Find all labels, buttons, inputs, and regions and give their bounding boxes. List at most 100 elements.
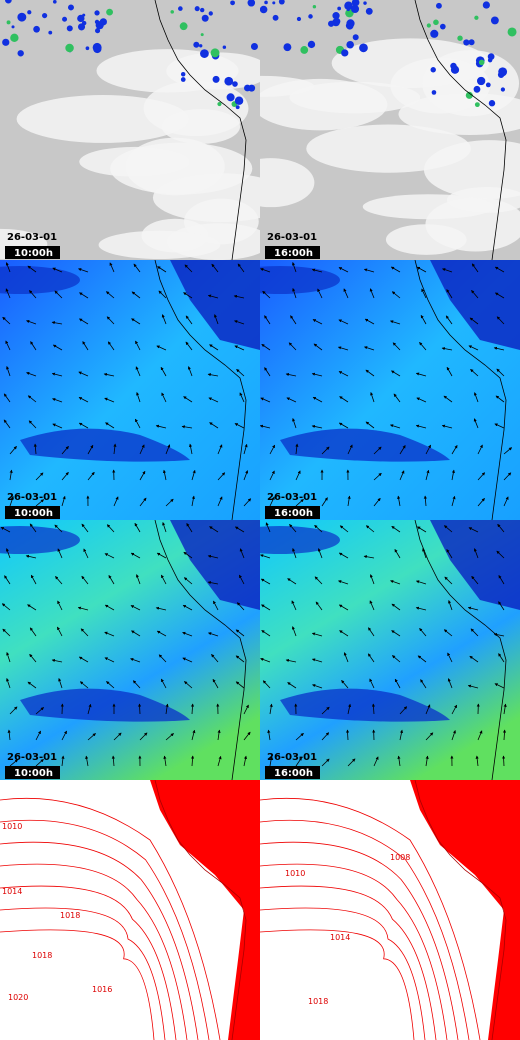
precip [62, 16, 68, 22]
wind-arrow [237, 263, 245, 273]
coastline [414, 780, 507, 1040]
precip [363, 1, 367, 5]
wind-arrow [207, 373, 219, 377]
wind-arrow [158, 290, 167, 299]
wind-arrow [448, 600, 453, 611]
wind-arrow [394, 548, 401, 559]
precip [234, 96, 244, 105]
precip [67, 4, 74, 11]
wind-arrow [399, 729, 404, 741]
precip [81, 20, 87, 26]
wind-arrow [26, 320, 37, 325]
wind-arrow [77, 606, 89, 611]
isobar-label: 1016 [92, 985, 112, 994]
wind-arrow [477, 498, 485, 507]
precip [465, 91, 473, 99]
wind-arrow [4, 575, 11, 585]
precip [250, 42, 258, 51]
wind-arrow [27, 604, 37, 611]
wind-arrow [471, 290, 479, 299]
wind-arrow [104, 553, 115, 559]
precip [17, 50, 24, 57]
coastline [154, 780, 247, 1040]
precip [65, 43, 74, 53]
isobar-label: 1014 [330, 933, 350, 942]
wind-arrow [493, 346, 505, 351]
wind-arrow [315, 601, 323, 611]
wind-arrow [213, 600, 219, 611]
precip [474, 102, 480, 108]
wind-arrow [35, 730, 41, 741]
wind-arrow [373, 446, 382, 455]
wind-arrow [236, 602, 245, 611]
time-box [265, 246, 320, 259]
wind-arrow [190, 755, 195, 767]
wind-arrow [243, 498, 252, 507]
precip [332, 12, 340, 20]
high-wind-zone [170, 260, 260, 350]
precip [92, 42, 102, 52]
precip [333, 18, 341, 25]
isobar [0, 841, 199, 1040]
coastline [154, 260, 247, 520]
cloud [166, 52, 260, 90]
isobar [260, 929, 415, 1040]
wind-arrow [25, 554, 37, 559]
date-label: 26-03-01 [267, 752, 317, 763]
wind-arrow [451, 469, 455, 481]
wind-arrow [371, 703, 376, 715]
wind-arrow [83, 548, 89, 559]
wind-arrow [338, 604, 349, 611]
wind-arrow [321, 497, 328, 507]
wind-arrow [338, 580, 349, 585]
precip [210, 48, 220, 58]
precip [430, 67, 436, 73]
wind-arrow [106, 524, 115, 533]
time-label: 10:00h [14, 248, 53, 259]
cloud [16, 95, 190, 143]
wind-arrow [104, 604, 115, 611]
wind-arrow [390, 266, 401, 273]
wind-arrow [104, 631, 115, 637]
wind-arrow [422, 548, 427, 559]
precip [230, 0, 235, 6]
wind-arrow [105, 291, 115, 299]
cloud [423, 140, 520, 199]
precip [235, 105, 240, 110]
wind-arrow [27, 395, 37, 403]
isobar-label: 1020 [8, 993, 28, 1002]
wind-arrow [260, 268, 271, 273]
wind-arrow [267, 729, 271, 741]
wind-arrow [235, 629, 245, 637]
wind-arrow [419, 342, 427, 351]
precip [457, 35, 463, 41]
panel-content [260, 0, 520, 260]
isobar [260, 819, 470, 1040]
wind-arrow [365, 421, 375, 429]
wind-arrow [269, 496, 275, 507]
wind-arrow [35, 499, 45, 507]
precip [194, 6, 200, 12]
wind-arrow [312, 684, 323, 689]
precip [474, 15, 479, 20]
wind-arrow [239, 392, 245, 403]
precip [488, 99, 496, 107]
wind-arrow [165, 444, 171, 455]
wind-arrow [109, 262, 115, 273]
wind-arrow [475, 755, 479, 767]
wind-arrow [420, 679, 427, 689]
wind-arrow [113, 496, 119, 507]
wind-arrow [52, 423, 63, 429]
precip [296, 16, 302, 22]
wind-arrow [130, 552, 141, 559]
wind-arrow [399, 706, 408, 715]
wind-arrow [347, 495, 351, 507]
wind-arrow [51, 321, 63, 325]
wind-arrow [416, 266, 427, 273]
wind-arrow [61, 446, 69, 455]
wind-band [0, 526, 80, 554]
precip [170, 10, 174, 14]
wind-arrow [399, 445, 406, 455]
wind-arrow [312, 319, 323, 325]
time-label: 16:00h [274, 768, 313, 779]
